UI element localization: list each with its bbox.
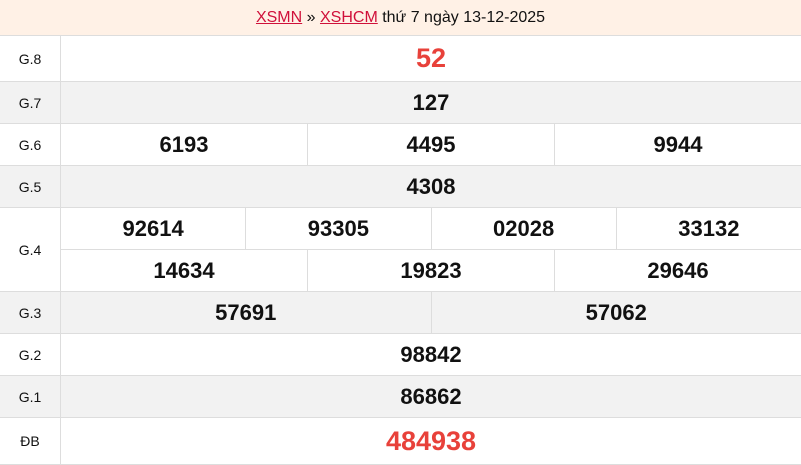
prize-number: 86862 [400, 383, 462, 409]
prize-row: G.5 4308 [0, 166, 801, 208]
prize-label: ĐB [0, 418, 61, 464]
prize-label: G.3 [0, 292, 61, 333]
prize-number: 98842 [400, 341, 462, 367]
prize-number: 14634 [153, 257, 215, 283]
prize-label: G.8 [0, 36, 61, 81]
prize-number: 02028 [430, 208, 616, 249]
prize-row: G.4 92614 93305 02028 33132 14634 19823 29646 [0, 208, 801, 292]
xshcm-link[interactable]: XSHCM [319, 9, 378, 26]
prize-number: 9944 [554, 124, 801, 165]
prize-row: G.3 57691 57062 [0, 292, 801, 334]
prize-number: 6193 [159, 131, 209, 157]
xsmn-link[interactable]: XSMN [255, 9, 303, 26]
prize-row: G.2 98842 [0, 334, 801, 376]
prize-number: 57062 [430, 292, 801, 333]
prize-label: G.2 [0, 334, 61, 375]
prize-row: G.6 6193 4495 9944 [0, 124, 801, 166]
prize-label: G.7 [0, 82, 61, 123]
prize-number: 4308 [406, 173, 456, 199]
prize-number: 52 [415, 43, 447, 73]
prize-number: 29646 [554, 250, 801, 291]
prize-number: 93305 [245, 208, 430, 249]
prize-number: 484938 [385, 425, 477, 456]
prize-label: G.1 [0, 376, 61, 417]
draw-date-text: thứ 7 ngày 13-12-2025 [377, 9, 546, 26]
results-table: G.8 52 G.7 127 G.6 6193 4495 9944 G.5 4308 G.4 9261… [0, 36, 801, 465]
results-header: XSMN » XSHCM thứ 7 ngày 13-12-2025 [0, 0, 801, 36]
prize-label: G.6 [0, 124, 61, 165]
prize-number: 57691 [215, 299, 277, 325]
prize-number: 33132 [615, 208, 801, 249]
prize-row: G.8 52 [0, 36, 801, 82]
prize-number: 19823 [307, 250, 554, 291]
prize-row: G.1 86862 [0, 376, 801, 418]
prize-label: G.4 [0, 208, 61, 291]
prize-row: ĐB 484938 [0, 418, 801, 465]
prize-number: 4495 [307, 124, 554, 165]
prize-row: G.7 127 [0, 82, 801, 124]
prize-number: 92614 [122, 215, 184, 241]
prize-label: G.5 [0, 166, 61, 207]
prize-number: 127 [412, 89, 450, 115]
breadcrumb-separator: » [302, 9, 320, 26]
